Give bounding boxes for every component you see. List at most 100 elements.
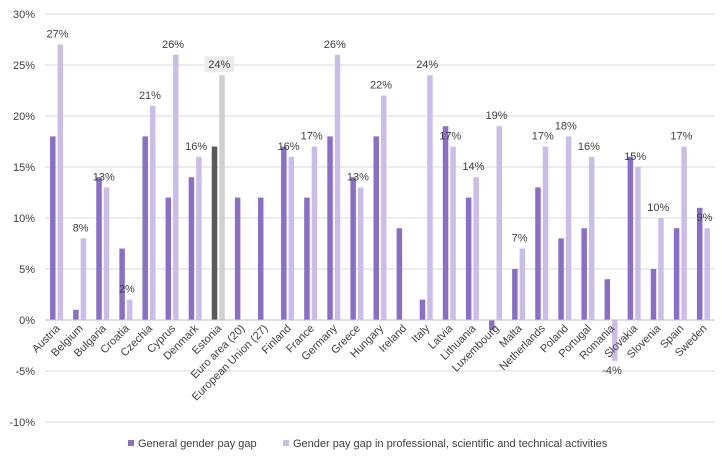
bar-general-gender-pay-gap xyxy=(696,207,703,320)
data-label: 13% xyxy=(347,171,369,183)
bar-professional-pay-gap xyxy=(288,156,295,320)
bar-professional-pay-gap xyxy=(149,105,156,320)
bar-professional-pay-gap xyxy=(635,167,641,320)
data-label: 19% xyxy=(486,110,508,122)
x-axis-ticks: AustriaBelgiumBulgariaCroatiaCzechiaCypr… xyxy=(30,322,710,403)
bar-general-gender-pay-gap xyxy=(142,136,148,320)
bar-general-gender-pay-gap xyxy=(281,146,287,320)
data-label: 10% xyxy=(647,202,669,214)
data-label: 16% xyxy=(578,141,600,153)
bar-professional-pay-gap xyxy=(57,44,64,320)
data-labels: 27%8%13%2%21%26%16%24%16%17%26%13%22%24%… xyxy=(47,29,713,377)
bar-professional-pay-gap xyxy=(704,228,710,320)
bar-professional-pay-gap xyxy=(427,75,433,320)
bar-general-gender-pay-gap xyxy=(442,126,449,320)
data-label: 24% xyxy=(416,59,438,71)
bar-professional-pay-gap xyxy=(126,299,133,320)
bar-professional-pay-gap xyxy=(473,177,479,320)
y-tick-label: 0% xyxy=(19,315,35,327)
bar-professional-pay-gap xyxy=(612,320,618,361)
bar-professional-pay-gap xyxy=(80,238,87,320)
data-label: 13% xyxy=(93,171,115,183)
data-label: 26% xyxy=(162,39,184,51)
data-label: 22% xyxy=(370,80,392,92)
bar-professional-pay-gap xyxy=(519,248,526,320)
bar-general-gender-pay-gap xyxy=(350,177,356,320)
y-tick-label: 15% xyxy=(13,162,35,174)
data-label: 16% xyxy=(185,141,207,153)
y-tick-label: -5% xyxy=(15,366,35,378)
bar-professional-pay-gap xyxy=(196,156,202,320)
bar-general-gender-pay-gap xyxy=(234,197,241,320)
bar-professional-pay-gap xyxy=(334,54,341,321)
bar-general-gender-pay-gap xyxy=(257,197,264,320)
bar-professional-pay-gap xyxy=(542,146,549,320)
legend: General gender pay gap Gender pay gap in … xyxy=(128,438,608,450)
data-label: 16% xyxy=(278,141,300,153)
bar-general-gender-pay-gap xyxy=(673,228,680,320)
y-tick-label: -10% xyxy=(9,417,35,429)
bar-general-gender-pay-gap xyxy=(211,146,218,320)
bar-general-gender-pay-gap xyxy=(489,320,495,331)
data-label: 15% xyxy=(624,151,646,163)
bar-professional-pay-gap xyxy=(357,187,364,320)
bar-general-gender-pay-gap xyxy=(73,309,79,320)
bar-professional-pay-gap xyxy=(219,75,225,320)
bar-general-gender-pay-gap xyxy=(558,238,564,320)
bar-general-gender-pay-gap xyxy=(50,136,56,320)
legend-label-general: General gender pay gap xyxy=(138,438,257,450)
data-label: 17% xyxy=(439,131,461,143)
bar-general-gender-pay-gap xyxy=(419,299,426,320)
bar-general-gender-pay-gap xyxy=(396,228,403,320)
data-label: 24% xyxy=(208,59,230,71)
bar-general-gender-pay-gap xyxy=(650,269,657,320)
data-label: 8% xyxy=(73,222,89,234)
bar-professional-pay-gap xyxy=(588,156,595,320)
bar-professional-pay-gap xyxy=(381,95,387,320)
data-label: 7% xyxy=(512,233,528,245)
bar-general-gender-pay-gap xyxy=(304,197,310,320)
bar-professional-pay-gap xyxy=(658,218,664,320)
bar-general-gender-pay-gap xyxy=(119,248,125,320)
bar-professional-pay-gap xyxy=(450,146,456,320)
y-tick-label: 30% xyxy=(13,9,35,21)
bar-professional-pay-gap xyxy=(103,187,110,320)
data-label: 14% xyxy=(462,161,484,173)
legend-swatch-general xyxy=(128,440,134,446)
data-label: 27% xyxy=(47,29,69,41)
y-tick-label: 10% xyxy=(13,213,35,225)
y-axis-ticks: 30% 25% 20% 15% 10% 5% 0% -5% -10% xyxy=(9,9,35,429)
data-label: 9% xyxy=(696,212,712,224)
bar-general-gender-pay-gap xyxy=(373,136,379,320)
data-label: 26% xyxy=(324,39,346,51)
data-label-highlight-box xyxy=(204,56,235,73)
bar-general-gender-pay-gap xyxy=(604,279,611,320)
bar-professional-pay-gap xyxy=(496,126,503,320)
data-label: 17% xyxy=(301,131,323,143)
bar-general-gender-pay-gap xyxy=(535,187,541,320)
bar-general-gender-pay-gap xyxy=(581,228,587,320)
data-label: 2% xyxy=(119,284,135,296)
data-label: 17% xyxy=(532,131,554,143)
y-tick-label: 20% xyxy=(13,111,35,123)
data-label: 18% xyxy=(555,120,577,132)
bar-general-gender-pay-gap xyxy=(627,156,634,320)
y-tick-label: 5% xyxy=(19,264,35,276)
bar-professional-pay-gap xyxy=(173,54,179,321)
data-label: 21% xyxy=(139,90,161,102)
y-tick-label: 25% xyxy=(13,60,35,72)
data-label: -4% xyxy=(602,365,622,377)
bar-general-gender-pay-gap xyxy=(465,197,472,320)
bars xyxy=(50,44,710,361)
legend-label-professional: Gender pay gap in professional, scientif… xyxy=(293,438,608,450)
bar-general-gender-pay-gap xyxy=(188,177,195,320)
bar-professional-pay-gap xyxy=(311,146,318,320)
legend-swatch-professional xyxy=(283,440,289,446)
bar-general-gender-pay-gap xyxy=(96,177,102,320)
bar-general-gender-pay-gap xyxy=(327,136,333,320)
bar-professional-pay-gap xyxy=(565,136,572,320)
data-label: 17% xyxy=(670,131,692,143)
bar-professional-pay-gap xyxy=(681,146,687,320)
